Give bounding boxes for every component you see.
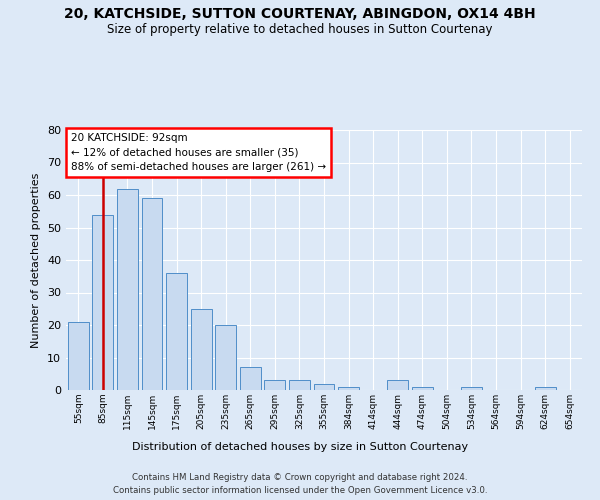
Bar <box>289 380 310 390</box>
Y-axis label: Number of detached properties: Number of detached properties <box>31 172 41 348</box>
Bar <box>68 322 89 390</box>
Bar <box>314 384 334 390</box>
Bar <box>166 273 187 390</box>
Bar <box>535 387 556 390</box>
Text: 20, KATCHSIDE, SUTTON COURTENAY, ABINGDON, OX14 4BH: 20, KATCHSIDE, SUTTON COURTENAY, ABINGDO… <box>64 8 536 22</box>
Text: 20 KATCHSIDE: 92sqm
← 12% of detached houses are smaller (35)
88% of semi-detach: 20 KATCHSIDE: 92sqm ← 12% of detached ho… <box>71 132 326 172</box>
Text: Contains HM Land Registry data © Crown copyright and database right 2024.
Contai: Contains HM Land Registry data © Crown c… <box>113 474 487 495</box>
Bar <box>265 380 286 390</box>
Bar <box>92 214 113 390</box>
Bar <box>412 387 433 390</box>
Bar <box>338 387 359 390</box>
Text: Size of property relative to detached houses in Sutton Courtenay: Size of property relative to detached ho… <box>107 22 493 36</box>
Bar <box>117 188 138 390</box>
Bar <box>240 367 261 390</box>
Bar <box>461 387 482 390</box>
Bar <box>142 198 163 390</box>
Text: Distribution of detached houses by size in Sutton Courtenay: Distribution of detached houses by size … <box>132 442 468 452</box>
Bar <box>215 325 236 390</box>
Bar <box>191 308 212 390</box>
Bar <box>387 380 408 390</box>
